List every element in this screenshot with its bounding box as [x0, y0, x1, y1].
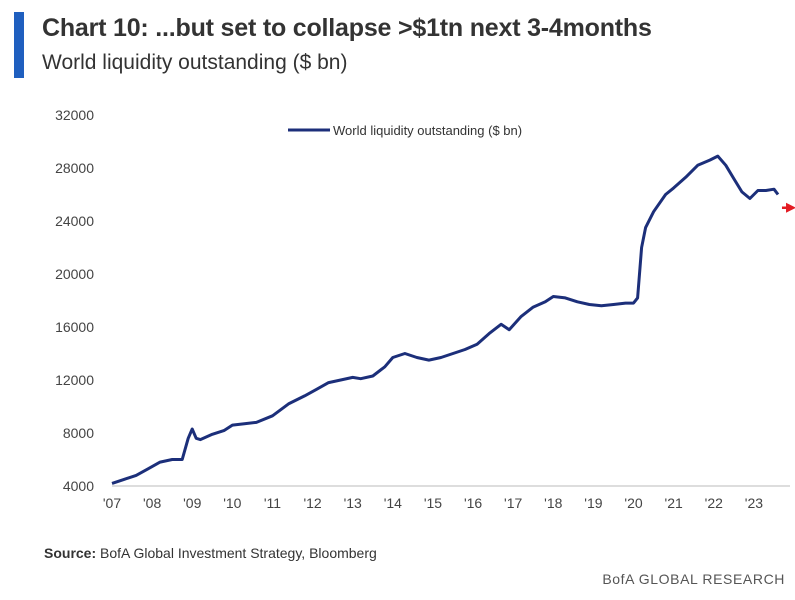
- x-tick-label: '20: [624, 495, 642, 511]
- x-tick-label: '09: [183, 495, 201, 511]
- y-tick-label: 28000: [55, 160, 94, 176]
- x-tick-label: '15: [424, 495, 442, 511]
- x-axis-ticks: '07 '08 '09 '10 '11 '12 '13 '14 '15 '16 '17 '18 '19 '…: [103, 495, 763, 511]
- line-chart: 4000 8000 12000 16000 20000 24000 28000 32000 '…: [55, 107, 795, 511]
- x-tick-label: '07: [103, 495, 121, 511]
- chart-subtitle: World liquidity outstanding ($ bn): [42, 51, 348, 74]
- source-label: Source:: [44, 545, 97, 561]
- chart-title: Chart 10: ...but set to collapse >$1tn n…: [42, 14, 652, 42]
- y-tick-label: 8000: [63, 425, 94, 441]
- x-tick-label: '22: [705, 495, 723, 511]
- legend: World liquidity outstanding ($ bn): [288, 123, 522, 138]
- x-tick-label: '17: [504, 495, 522, 511]
- source-note: Source: BofA Global Investment Strategy,…: [44, 545, 377, 561]
- y-tick-label: 4000: [63, 478, 94, 494]
- x-tick-label: '23: [745, 495, 763, 511]
- x-tick-label: '13: [344, 495, 362, 511]
- legend-label: World liquidity outstanding ($ bn): [333, 123, 522, 138]
- accent-bar: [14, 12, 24, 78]
- series-line-world-liquidity: [111, 154, 780, 485]
- y-tick-label: 32000: [55, 107, 94, 123]
- source-text: BofA Global Investment Strategy, Bloombe…: [100, 545, 377, 561]
- y-tick-label: 20000: [55, 266, 94, 282]
- x-tick-label: '11: [264, 495, 281, 511]
- y-tick-label: 16000: [55, 319, 94, 335]
- brand-footer: BofA GLOBAL RESEARCH: [602, 571, 785, 587]
- x-tick-label: '18: [544, 495, 562, 511]
- x-tick-label: '10: [223, 495, 241, 511]
- x-tick-label: '12: [303, 495, 321, 511]
- y-axis-ticks: 4000 8000 12000 16000 20000 24000 28000 32000: [55, 107, 94, 494]
- x-tick-label: '21: [665, 495, 683, 511]
- y-tick-label: 24000: [55, 213, 94, 229]
- forecast-arrow-head: [786, 202, 795, 213]
- x-tick-label: '08: [143, 495, 161, 511]
- x-tick-label: '14: [384, 495, 402, 511]
- x-tick-label: '16: [464, 495, 482, 511]
- x-tick-label: '19: [584, 495, 602, 511]
- y-tick-label: 12000: [55, 372, 94, 388]
- annotations: [781, 202, 795, 213]
